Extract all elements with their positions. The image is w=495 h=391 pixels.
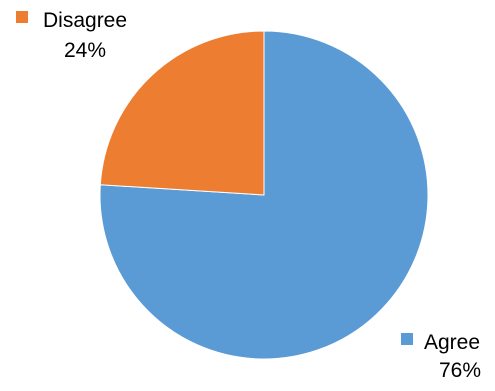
disagree-label-text: Disagree bbox=[43, 9, 127, 32]
agree-label-text: Agree bbox=[424, 331, 480, 354]
agree-value-text: 76% bbox=[439, 359, 481, 382]
pie-slices bbox=[99, 30, 429, 360]
pie-slice-disagree bbox=[99, 30, 265, 196]
slice-label-disagree: Disagree 24% bbox=[16, 9, 127, 62]
pie-slice-agree bbox=[99, 30, 429, 360]
agree-legend-marker bbox=[401, 333, 413, 345]
slice-label-agree: Agree 76% bbox=[401, 331, 481, 382]
disagree-value-text: 24% bbox=[64, 39, 106, 62]
disagree-legend-marker bbox=[16, 11, 28, 23]
